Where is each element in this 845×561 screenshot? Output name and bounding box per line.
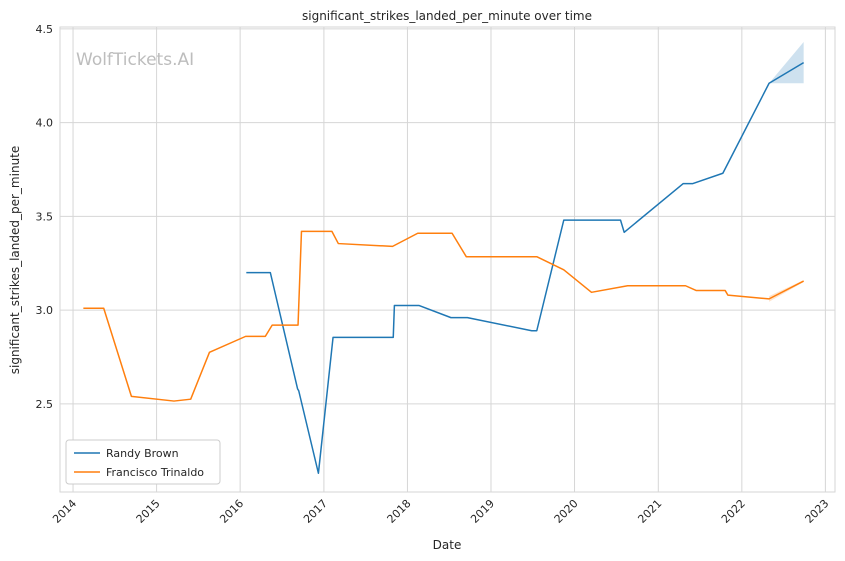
- y-axis-ticks: 2.5 3.0 3.5 4.0 4.5: [36, 23, 54, 411]
- y-tick-label: 3.5: [36, 210, 54, 223]
- x-tick-label: 2022: [719, 497, 748, 526]
- x-tick-label: 2021: [635, 497, 664, 526]
- series-line-randy-brown: [246, 61, 805, 474]
- watermark-text: WolfTickets.AI: [76, 50, 194, 70]
- y-axis-label: significant_strikes_landed_per_minute: [8, 146, 22, 375]
- legend-label-francisco-trinaldo: Francisco Trinaldo: [106, 466, 204, 479]
- x-axis-ticks: 2014 2015 2016 2017 2018 2019 2020 2021 2022 2023: [50, 497, 831, 526]
- legend-box: [65, 439, 221, 485]
- legend: Randy Brown Francisco Trinaldo: [65, 439, 221, 485]
- grid-lines: [60, 27, 835, 492]
- confidence-band-randy-brown: [769, 42, 804, 84]
- x-tick-label: 2017: [301, 497, 330, 526]
- x-tick-label: 2014: [50, 497, 79, 526]
- y-tick-label: 4.5: [36, 23, 54, 36]
- series-line-francisco-trinaldo: [83, 230, 804, 402]
- legend-label-randy-brown: Randy Brown: [106, 447, 179, 460]
- x-tick-label: 2020: [552, 497, 581, 526]
- series-lines: [83, 61, 805, 474]
- y-tick-label: 2.5: [36, 398, 54, 411]
- x-tick-label: 2023: [803, 497, 832, 526]
- chart-title: significant_strikes_landed_per_minute ov…: [302, 9, 592, 23]
- plot-area: [59, 26, 836, 493]
- x-tick-label: 2019: [468, 497, 497, 526]
- y-tick-label: 4.0: [36, 117, 54, 130]
- x-axis-label: Date: [433, 538, 462, 552]
- y-tick-label: 3.0: [36, 304, 54, 317]
- x-tick-label: 2016: [217, 497, 246, 526]
- x-tick-label: 2018: [385, 497, 414, 526]
- x-tick-label: 2015: [134, 497, 163, 526]
